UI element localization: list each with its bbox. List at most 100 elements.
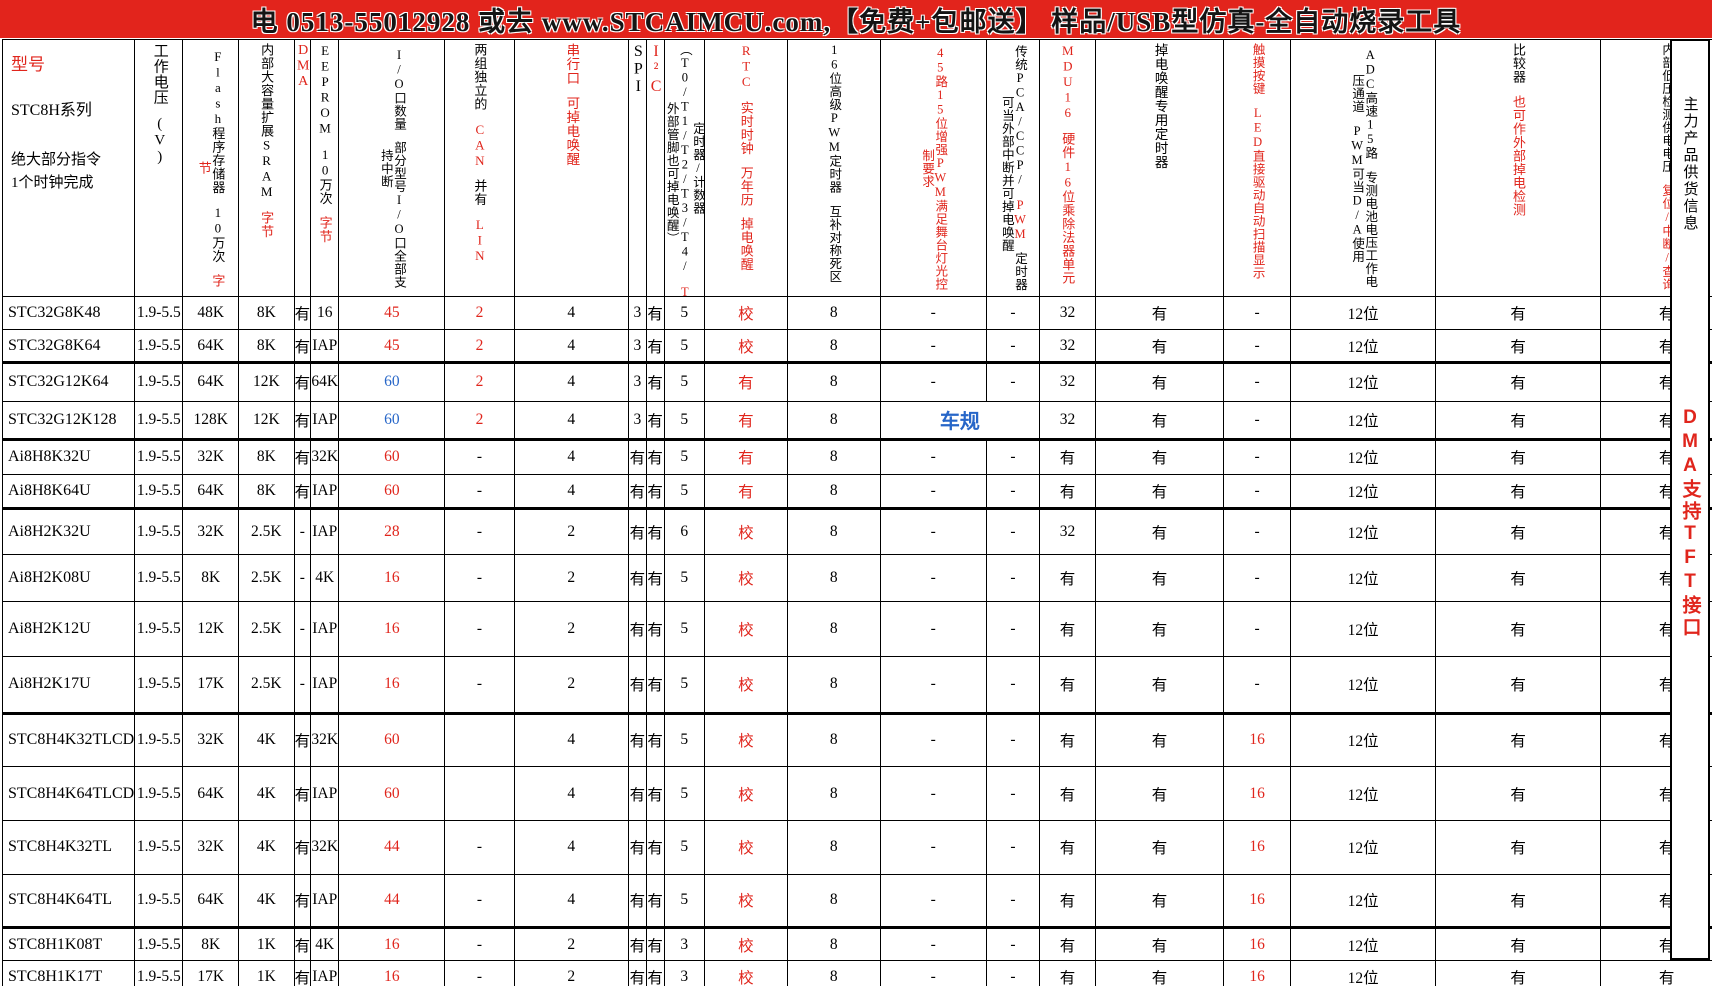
spec-cell: - (880, 474, 986, 509)
spec-cell: 12位 (1290, 363, 1435, 402)
spec-cell: 校 (704, 713, 787, 767)
spec-cell: 4 (514, 330, 628, 363)
model-cell: STC8H1K17T (3, 961, 135, 986)
spec-cell: 有 (646, 961, 664, 986)
spec-cell: 4 (514, 401, 628, 440)
spec-cell: 12位 (1290, 330, 1435, 363)
spec-cell: 有 (646, 601, 664, 656)
spec-cell: - (986, 440, 1040, 475)
spec-cell: - (1224, 401, 1291, 440)
spec-cell: - (986, 713, 1040, 767)
spec-cell: 有 (646, 874, 664, 928)
spec-cell: 12位 (1290, 820, 1435, 874)
spec-cell: 12K (239, 363, 295, 402)
header-label-segment: CAN (472, 122, 487, 169)
spec-cell: 2 (445, 297, 514, 330)
spec-cell: 2 (514, 961, 628, 986)
spec-cell: 5 (664, 656, 704, 713)
header-label-segment: 可掉电唤醒 (564, 96, 579, 166)
spec-cell: 8 (787, 820, 880, 874)
header-label-segment: LIN (472, 217, 487, 264)
spec-cell: - (445, 928, 514, 961)
spec-cell: 60 (339, 474, 445, 509)
spec-cell: 17K (183, 961, 239, 986)
spec-cell: - (880, 509, 986, 555)
spec-cell: 车规 (880, 401, 1040, 440)
header-label-segment: SPI (630, 43, 647, 96)
spec-cell: 校 (704, 767, 787, 821)
spec-column-header: 串行口可掉电唤醒 (514, 40, 628, 297)
spec-cell: 8 (787, 509, 880, 555)
spec-cell: - (880, 601, 986, 656)
spec-cell: 4 (514, 713, 628, 767)
model-header-line: 绝大部分指令 (11, 151, 134, 170)
spec-cell: 有 (1095, 928, 1224, 961)
spec-cell: IAP (311, 767, 339, 821)
spec-cell: 12K (239, 401, 295, 440)
spec-cell: 1.9-5.5 (135, 656, 183, 713)
spec-cell: 校 (704, 601, 787, 656)
spec-cell: 12位 (1290, 713, 1435, 767)
spec-cell: - (986, 363, 1040, 402)
spec-cell: 4K (311, 928, 339, 961)
spec-cell: 8 (787, 401, 880, 440)
spec-cell: - (880, 656, 986, 713)
spec-cell: - (445, 509, 514, 555)
spec-cell: 5 (664, 713, 704, 767)
spec-cell: 4 (514, 474, 628, 509)
spec-cell: 8 (787, 363, 880, 402)
spec-cell: 校 (704, 330, 787, 363)
spec-cell: IAP (311, 601, 339, 656)
spec-cell: - (986, 555, 1040, 602)
spec-cell: 8 (787, 767, 880, 821)
spec-cell: 1.9-5.5 (135, 820, 183, 874)
spec-cell: 12位 (1290, 509, 1435, 555)
header-label-segment: 内部大容量扩展SRAM (259, 43, 274, 200)
spec-cell: 16 (1224, 767, 1291, 821)
spec-cell: 5 (664, 363, 704, 402)
spec-cell: 有 (704, 401, 787, 440)
spec-cell: 有 (1095, 767, 1224, 821)
spec-cell: 1.9-5.5 (135, 961, 183, 986)
spec-cell: 2 (514, 509, 628, 555)
spec-cell: - (986, 767, 1040, 821)
spec-cell: 有 (646, 401, 664, 440)
spec-cell: IAP (311, 961, 339, 986)
spec-cell: 有 (1095, 363, 1224, 402)
spec-cell: 有 (1095, 440, 1224, 475)
spec-cell: 2.5K (239, 555, 295, 602)
spec-cell: - (294, 601, 311, 656)
spec-cell: 32 (1040, 330, 1096, 363)
spec-cell: 4K (239, 874, 295, 928)
header-label-segment: 比较器 (1511, 43, 1526, 84)
spec-cell: 8 (787, 330, 880, 363)
spec-cell: 有 (1436, 555, 1601, 602)
header-label-segment: RTC (739, 43, 754, 90)
spec-cell: 有 (1040, 474, 1096, 509)
vertical-header-text: 内部大容量扩展SRAM字节 (260, 43, 274, 238)
spec-column-header: 触摸按键LED直接驱动自动扫描显示 (1224, 40, 1291, 297)
header-label-segment: 字节 (318, 216, 333, 243)
spec-cell: - (1224, 601, 1291, 656)
header-label-segment: 定时器/计数器（T0/T1/T2/T3/T4/ (678, 43, 705, 274)
spec-cell: 48K (183, 297, 239, 330)
spec-cell: - (986, 474, 1040, 509)
spec-cell: - (986, 330, 1040, 363)
spec-cell: 4K (239, 767, 295, 821)
header-label-segment: (V) (152, 116, 168, 166)
model-cell: STC8H4K64TLCD (3, 767, 135, 821)
spec-cell: - (986, 874, 1040, 928)
spec-cell: 12位 (1290, 961, 1435, 986)
header-label-segment: I²C (648, 43, 665, 96)
vertical-header-text: MDU16硬件16位乘除法器单元 (1061, 43, 1075, 284)
spec-cell: 有 (704, 474, 787, 509)
spec-cell: 有 (1436, 820, 1601, 874)
spec-cell: IAP (311, 874, 339, 928)
model-cell: Ai8H8K32U (3, 440, 135, 475)
spec-cell: 4 (514, 767, 628, 821)
vertical-header-text: EEPROM10万次字节 (318, 43, 332, 243)
model-cell: STC8H1K08T (3, 928, 135, 961)
